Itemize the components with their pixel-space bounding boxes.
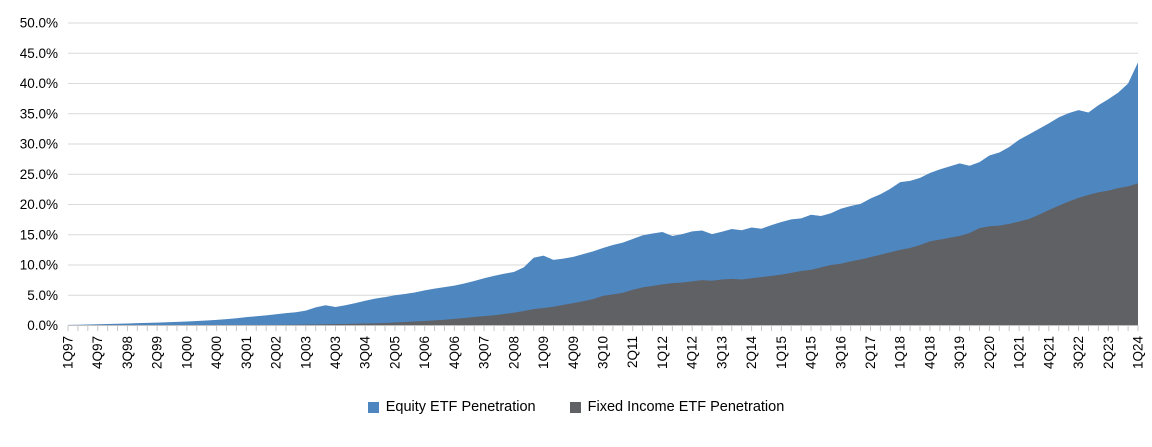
x-axis-label: 3Q16	[833, 336, 848, 369]
x-axis-label: 2Q20	[982, 336, 997, 369]
y-axis-label: 5.0%	[27, 288, 58, 303]
y-axis-label: 45.0%	[20, 46, 58, 61]
x-axis-label: 1Q03	[298, 336, 313, 369]
legend-item-equity: Equity ETF Penetration	[367, 399, 536, 415]
legend-label-fixed-income: Fixed Income ETF Penetration	[587, 399, 785, 415]
y-axis-label: 35.0%	[20, 106, 58, 121]
legend-item-fixed-income: Fixed Income ETF Penetration	[569, 399, 785, 415]
x-axis-label: 4Q09	[566, 336, 581, 369]
chart-plot-area: 0.0% 5.0% 10.0% 15.0% 20.0% 25.0% 30.0% 35.0% 40…	[20, 16, 1146, 370]
x-axis-label: 1Q15	[774, 336, 789, 369]
x-axis-label: 3Q07	[477, 336, 492, 369]
x-axis-label: 1Q24	[1131, 336, 1146, 370]
x-axis-label: 4Q18	[922, 336, 937, 369]
x-axis-label: 1Q00	[179, 336, 194, 369]
x-axis-label: 3Q22	[1071, 336, 1086, 369]
equity-series-swatch-icon	[367, 401, 379, 413]
x-axis-label: 1Q18	[893, 336, 908, 369]
x-axis-label: 4Q06	[447, 336, 462, 369]
x-axis-label: 2Q14	[744, 336, 759, 370]
x-axis-label: 1Q09	[536, 336, 551, 369]
x-axis-label: 3Q01	[239, 336, 254, 369]
fixed-income-series-swatch-icon	[569, 401, 581, 413]
x-axis-label: 1Q21	[1012, 336, 1027, 369]
y-axis-label: 50.0%	[20, 16, 58, 31]
y-axis-label: 30.0%	[20, 137, 58, 152]
x-axis-label: 4Q12	[685, 336, 700, 369]
x-axis-label: 2Q99	[150, 336, 165, 369]
x-axis-label: 4Q00	[209, 336, 224, 369]
y-axis-label: 0.0%	[27, 318, 58, 333]
y-axis-label: 40.0%	[20, 76, 58, 91]
x-axis-label: 2Q11	[625, 336, 640, 368]
legend-label-equity: Equity ETF Penetration	[385, 399, 536, 415]
x-axis-label: 3Q10	[596, 336, 611, 369]
y-axis-label: 20.0%	[20, 197, 58, 212]
x-axis-label: 4Q21	[1041, 336, 1056, 369]
x-axis-label: 1Q97	[61, 336, 76, 369]
x-axis-label: 2Q02	[269, 336, 284, 369]
x-axis-label: 4Q15	[804, 336, 819, 369]
y-axis-label: 10.0%	[20, 258, 58, 273]
x-axis-label: 1Q12	[655, 336, 670, 369]
x-axis-label: 4Q97	[90, 336, 105, 369]
x-axis-label: 2Q05	[387, 336, 402, 369]
x-axis-label: 3Q04	[358, 336, 373, 370]
x-axis-label: 2Q17	[863, 336, 878, 369]
y-axis-label: 25.0%	[20, 167, 58, 182]
fixed-income-area	[68, 183, 1138, 326]
x-axis-label: 1Q06	[417, 336, 432, 369]
chart-legend: Equity ETF Penetration Fixed Income ETF …	[0, 399, 1152, 415]
x-axis-label: 3Q19	[952, 336, 967, 369]
x-axis-label: 3Q13	[714, 336, 729, 369]
x-axis-label: 4Q03	[328, 336, 343, 369]
x-axis-label: 3Q98	[120, 336, 135, 369]
x-axis-label: 2Q23	[1101, 336, 1116, 369]
y-axis-label: 15.0%	[20, 227, 58, 242]
x-axis-label: 2Q08	[506, 336, 521, 369]
